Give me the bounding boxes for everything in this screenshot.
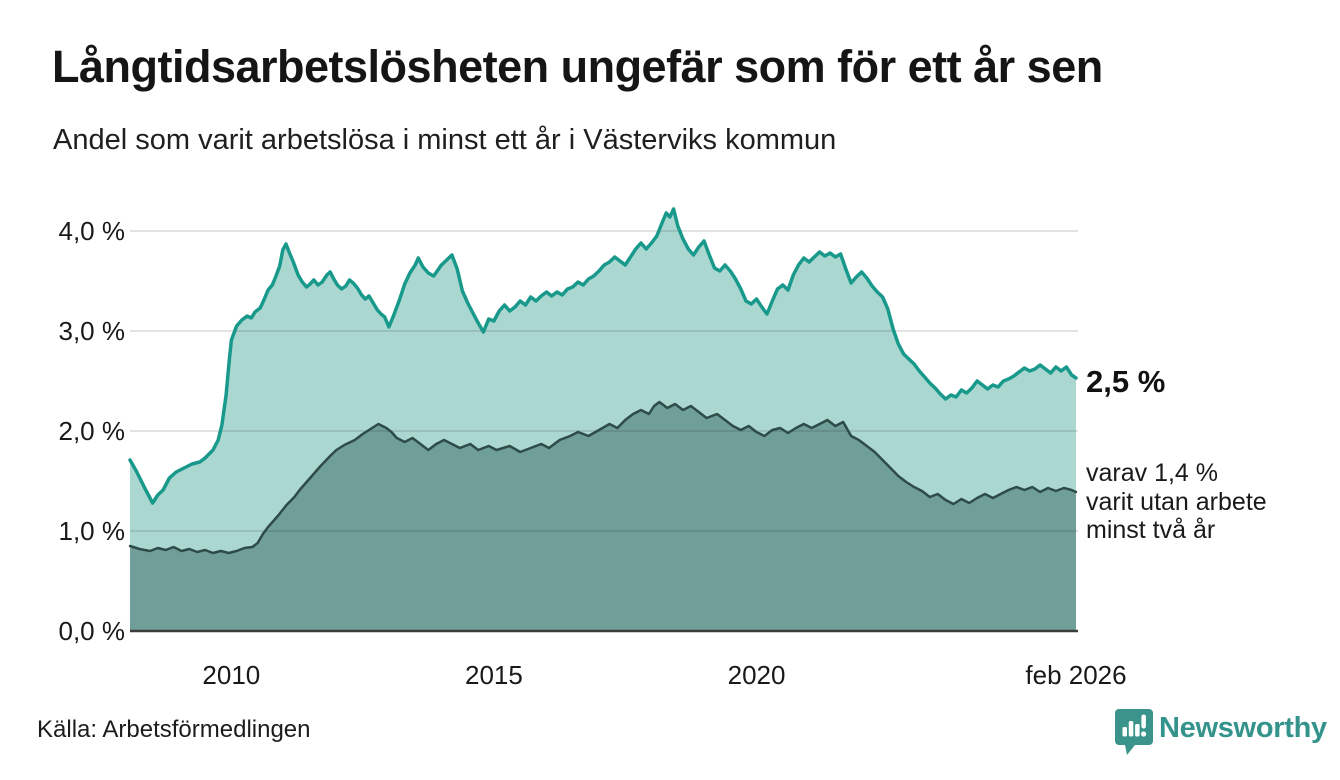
speech-bubble-shape bbox=[1115, 709, 1153, 755]
series-line-1 bbox=[128, 400, 1078, 555]
bar-chart-icon bbox=[1122, 727, 1127, 737]
y-tick-label: 1,0 % bbox=[58, 516, 126, 546]
secondary-annotation-line: varit utan arbete bbox=[1086, 487, 1267, 516]
series-area-1 bbox=[130, 402, 1076, 631]
newsworthy-wordmark: Newsworthy bbox=[1159, 712, 1327, 744]
chart-title: Långtidsarbetslösheten ungefär som för e… bbox=[52, 41, 1103, 92]
secondary-annotation-line: varav 1,4 % bbox=[1086, 459, 1219, 487]
x-tick-label: 2020 bbox=[727, 660, 786, 690]
x-tick-label: 2010 bbox=[202, 660, 261, 690]
exclamation-icon bbox=[1141, 714, 1146, 729]
chart-subtitle: Andel som varit arbetslösa i minst ett å… bbox=[53, 124, 837, 156]
y-tick-label: 0,0 % bbox=[58, 616, 126, 646]
source-text: Källa: Arbetsförmedlingen bbox=[37, 716, 311, 743]
secondary-annotation: varav 1,4 % varit utan arbete minst två … bbox=[1086, 459, 1336, 545]
newsworthy-logo-icon bbox=[1115, 709, 1153, 755]
y-tick-label: 4,0 % bbox=[58, 216, 126, 246]
y-tick-label: 2,0 % bbox=[58, 416, 126, 446]
x-tick-label: 2015 bbox=[465, 660, 523, 690]
series-line-0 bbox=[128, 207, 1078, 505]
x-tick-label: feb 2026 bbox=[1025, 660, 1127, 690]
newsworthy-logo: Newsworthy bbox=[1115, 706, 1327, 758]
y-tick-label: 3,0 % bbox=[58, 316, 126, 346]
latest-value-label: 2,5 % bbox=[1086, 364, 1166, 399]
secondary-annotation-line: minst två år bbox=[1086, 516, 1216, 544]
